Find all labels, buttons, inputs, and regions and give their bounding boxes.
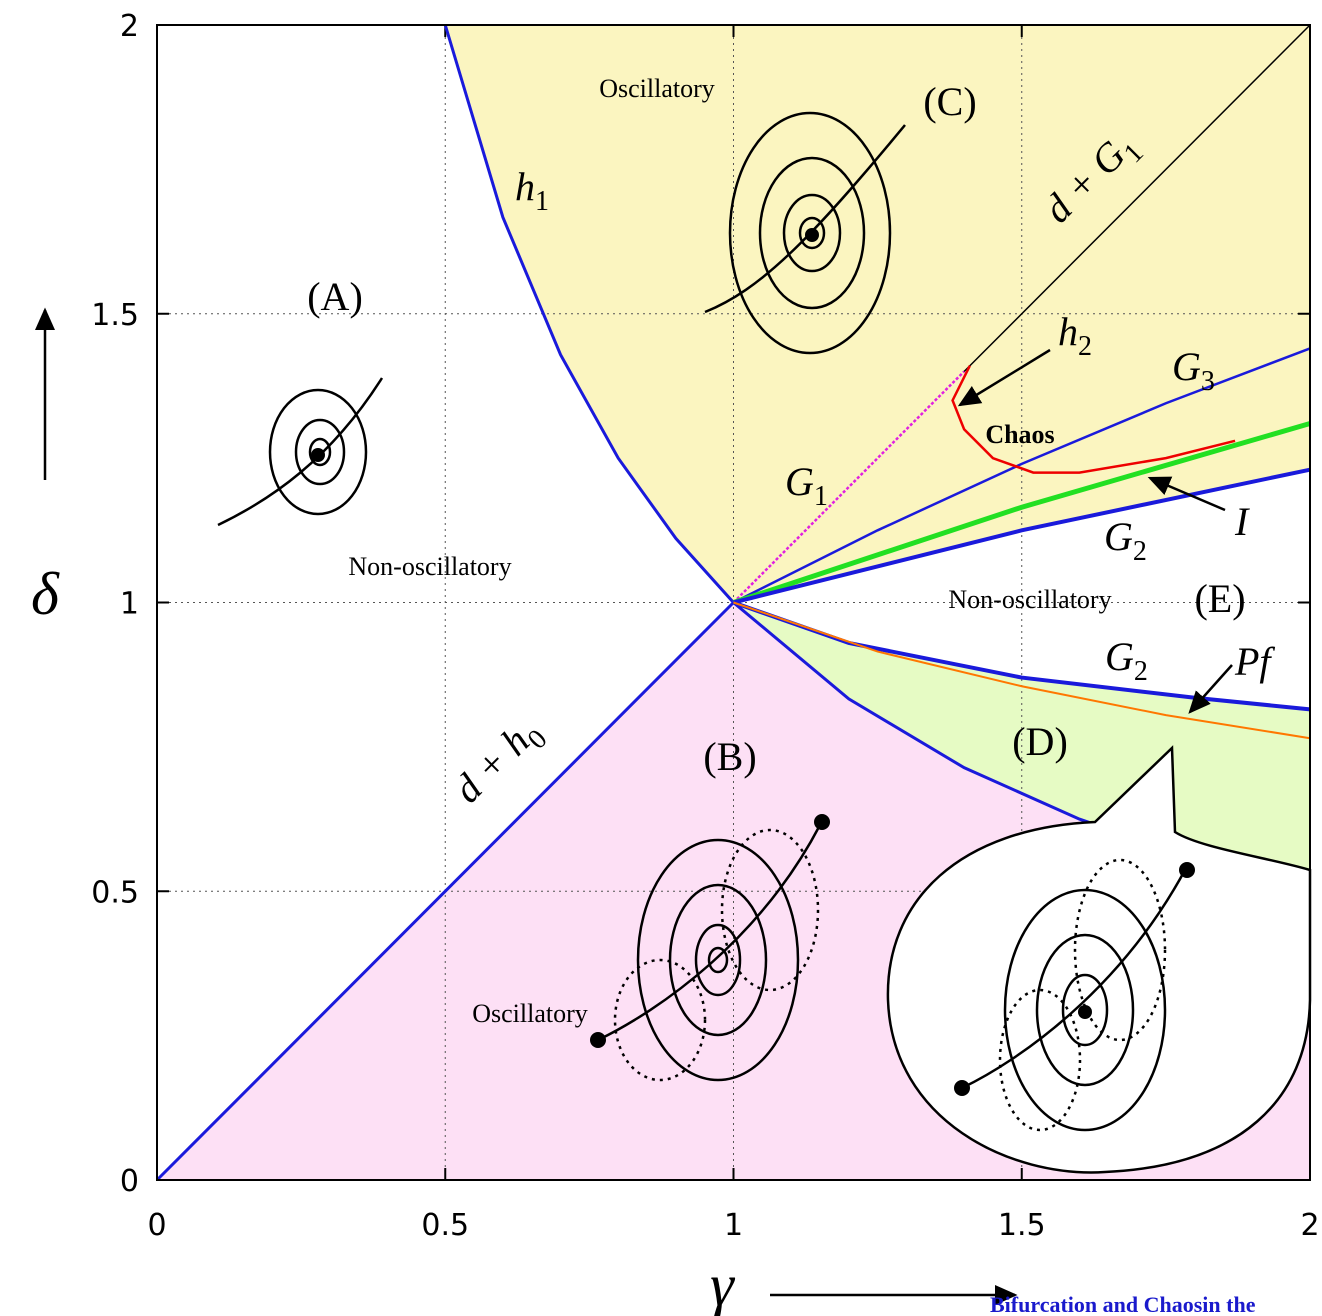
x-tick-label: 0.5 — [421, 1208, 469, 1243]
region-label: (B) — [703, 734, 756, 779]
y-tick-label: 1 — [120, 587, 139, 622]
region-label: Oscillatory — [599, 74, 715, 103]
curve-label-sub: 2 — [1078, 331, 1092, 362]
curve-label-name: G — [1105, 634, 1134, 679]
x-tick-label: 0 — [147, 1208, 166, 1243]
curve-label-name: I — [1234, 499, 1250, 544]
curve-label-name: Pf — [1234, 639, 1275, 684]
region-label: Chaos — [985, 420, 1054, 449]
y-axis-label: δ — [31, 561, 60, 627]
region-label: Oscillatory — [472, 999, 588, 1028]
region-label: (D) — [1012, 719, 1068, 764]
curve-label-sub: 1 — [814, 481, 828, 512]
y-tick-label: 0 — [120, 1164, 139, 1199]
curve-label: G2 — [1105, 634, 1148, 687]
curve-label-name: G — [785, 459, 814, 504]
curve-label-sub: 2 — [1134, 656, 1148, 687]
x-tick-label: 2 — [1300, 1208, 1319, 1243]
x-tick-label: 1 — [724, 1208, 743, 1243]
curve-label-name: h — [515, 164, 535, 209]
curve-label-sub: 1 — [535, 186, 549, 217]
region-label: (A) — [307, 274, 363, 319]
region-label: Non-oscillatory — [948, 585, 1111, 614]
y-tick-label: 1.5 — [91, 298, 139, 333]
curve-label-name: h — [1058, 309, 1078, 354]
x-axis-label: γ — [710, 1252, 735, 1316]
curve-label: Pf — [1234, 639, 1275, 684]
chart: 00.511.5200.511.52 h1d + h0G1d + G1h2G3G… — [0, 0, 1322, 1316]
y-tick-label: 2 — [120, 9, 139, 44]
curve-label-name: G — [1104, 514, 1133, 559]
region-label: (C) — [923, 79, 976, 124]
region-label: Non-oscillatory — [348, 552, 511, 581]
x-tick-label: 1.5 — [998, 1208, 1046, 1243]
region-label: (E) — [1194, 576, 1245, 621]
footer: Bifurcation and Chaosin the — [990, 1292, 1256, 1316]
curve-label: I — [1234, 499, 1250, 544]
y-tick-label: 0.5 — [91, 875, 139, 910]
curve-label-sub: 2 — [1133, 536, 1147, 567]
curve-label-name: G — [1172, 344, 1201, 389]
curve-label: G2 — [1104, 514, 1147, 567]
curve-label-sub: 3 — [1201, 366, 1215, 397]
